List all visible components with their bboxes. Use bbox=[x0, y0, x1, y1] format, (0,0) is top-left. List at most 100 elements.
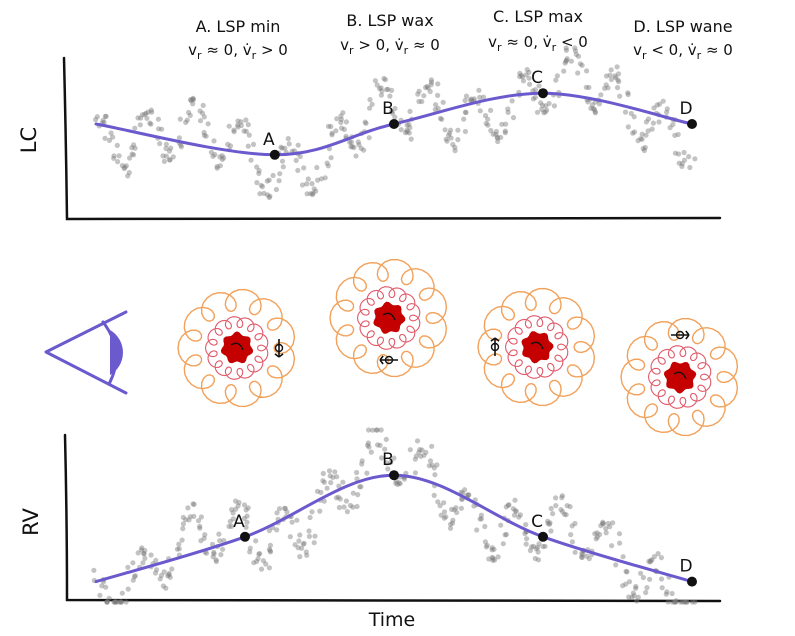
rv-scatter-point bbox=[116, 599, 122, 605]
rv-scatter-point bbox=[217, 538, 223, 544]
lc-scatter-point bbox=[329, 132, 335, 138]
lc-points: A B C D bbox=[263, 68, 697, 160]
phase-condition-c: vr ≈ 0, v̇r < 0 bbox=[488, 33, 588, 54]
lc-scatter-point bbox=[630, 130, 636, 136]
rv-scatter-point bbox=[594, 534, 601, 540]
rv-scatter-point bbox=[321, 498, 327, 504]
rv-scatter-point bbox=[522, 531, 528, 537]
rv-scatter-point bbox=[320, 478, 326, 484]
lc-scatter-point bbox=[338, 116, 344, 122]
rv-scatter-point bbox=[553, 495, 559, 501]
rv-scatter-point bbox=[267, 549, 274, 555]
lc-scatter-point bbox=[613, 75, 619, 81]
lc-scatter-point bbox=[201, 132, 207, 138]
lc-scatter-point bbox=[423, 84, 429, 91]
rv-scatter-point bbox=[548, 528, 554, 534]
rv-scatter-point bbox=[669, 599, 676, 605]
lc-scatter-point bbox=[348, 139, 354, 145]
rv-scatter-point bbox=[677, 599, 683, 605]
lc-scatter-point bbox=[568, 58, 575, 64]
rv-scatter-point bbox=[165, 573, 171, 579]
jet-cross-sections bbox=[177, 258, 739, 437]
rv-scatter-point bbox=[141, 551, 147, 557]
lc-scatter-point bbox=[127, 155, 133, 161]
rv-scatter-point bbox=[230, 516, 236, 522]
rv-scatter-point bbox=[672, 599, 679, 605]
rv-scatter-point bbox=[671, 599, 678, 605]
lc-scatter-point bbox=[408, 136, 414, 142]
lc-scatter-point bbox=[476, 87, 482, 93]
lc-scatter-point bbox=[235, 118, 241, 124]
rv-scatter-point bbox=[626, 594, 632, 600]
lc-scatter-point bbox=[442, 127, 448, 133]
rv-scatter-point bbox=[648, 558, 654, 564]
lc-scatter-point bbox=[520, 78, 527, 84]
lc-scatter-point bbox=[131, 152, 137, 158]
phase-header-c: C. LSP max vr ≈ 0, v̇r < 0 bbox=[488, 7, 588, 54]
rv-scatter-point bbox=[563, 512, 569, 518]
rv-scatter-point bbox=[635, 594, 641, 600]
core-rotation-icon bbox=[382, 312, 396, 321]
rv-scatter-point bbox=[138, 547, 144, 553]
lc-scatter-point bbox=[111, 153, 117, 159]
lc-scatter-point bbox=[444, 138, 450, 144]
rv-scatter-point bbox=[321, 479, 327, 485]
rv-scatter-point bbox=[203, 550, 210, 556]
lc-scatter-point bbox=[166, 148, 173, 154]
rv-scatter-point bbox=[586, 556, 592, 562]
lc-scatter-point bbox=[503, 121, 509, 127]
lc-scatter-point bbox=[211, 138, 217, 144]
lc-scatter-point bbox=[625, 124, 631, 130]
lc-scatter-point bbox=[160, 153, 166, 159]
phase-header-b: B. LSP wax vr > 0, v̇r ≈ 0 bbox=[340, 11, 440, 57]
lc-scatter-point bbox=[129, 145, 135, 151]
lc-scatter-point bbox=[643, 132, 649, 138]
lc-scatter-point bbox=[257, 191, 263, 197]
lc-scatter-point bbox=[324, 160, 330, 166]
lc-scatter-point bbox=[339, 125, 345, 131]
rv-scatter-point bbox=[533, 546, 539, 552]
lc-scatter-point bbox=[145, 109, 151, 115]
lc-scatter-point bbox=[645, 116, 652, 122]
lc-scatter-point bbox=[416, 98, 422, 105]
rv-scatter-point bbox=[282, 505, 288, 511]
rv-scatter-point bbox=[486, 556, 492, 562]
rv-scatter-point bbox=[119, 590, 125, 596]
lc-scatter-point bbox=[254, 180, 260, 186]
rv-scatter-point bbox=[663, 591, 669, 597]
lc-scatter-point bbox=[387, 93, 393, 99]
rv-scatter-point bbox=[558, 507, 564, 513]
lc-scatter-point bbox=[256, 170, 262, 176]
lc-scatter bbox=[93, 45, 698, 201]
lc-scatter-point bbox=[378, 92, 384, 98]
rv-scatter-point bbox=[296, 538, 302, 544]
rv-point-d bbox=[687, 576, 697, 587]
lc-scatter-point bbox=[264, 178, 270, 184]
lc-scatter-point bbox=[495, 138, 501, 145]
rv-scatter-point bbox=[365, 442, 371, 448]
lc-scatter-point bbox=[575, 70, 581, 76]
lc-scatter-point bbox=[379, 88, 385, 94]
rv-scatter-point bbox=[330, 474, 336, 480]
rv-scatter-point bbox=[492, 557, 498, 563]
lc-scatter-point bbox=[197, 118, 204, 124]
lc-scatter-point bbox=[505, 106, 511, 112]
rv-scatter-point bbox=[512, 497, 518, 503]
rv-scatter-point bbox=[341, 504, 347, 510]
rv-scatter-point bbox=[334, 474, 340, 480]
rv-scatter-point bbox=[579, 550, 585, 557]
rv-scatter-point bbox=[517, 512, 524, 518]
lc-scatter-point bbox=[494, 134, 500, 140]
lc-scatter-point bbox=[111, 155, 117, 161]
jet-section-a bbox=[177, 288, 296, 408]
rv-scatter-point bbox=[689, 599, 696, 605]
rv-scatter-point bbox=[396, 480, 402, 486]
rv-scatter-point bbox=[350, 490, 356, 496]
rv-scatter-point bbox=[233, 498, 239, 504]
lc-scatter-point bbox=[493, 131, 499, 137]
rv-scatter-point bbox=[306, 528, 312, 534]
rv-scatter-point bbox=[669, 590, 675, 597]
lc-point-d bbox=[687, 119, 697, 129]
lc-scatter-point bbox=[563, 57, 570, 63]
lc-scatter-point bbox=[315, 177, 321, 183]
